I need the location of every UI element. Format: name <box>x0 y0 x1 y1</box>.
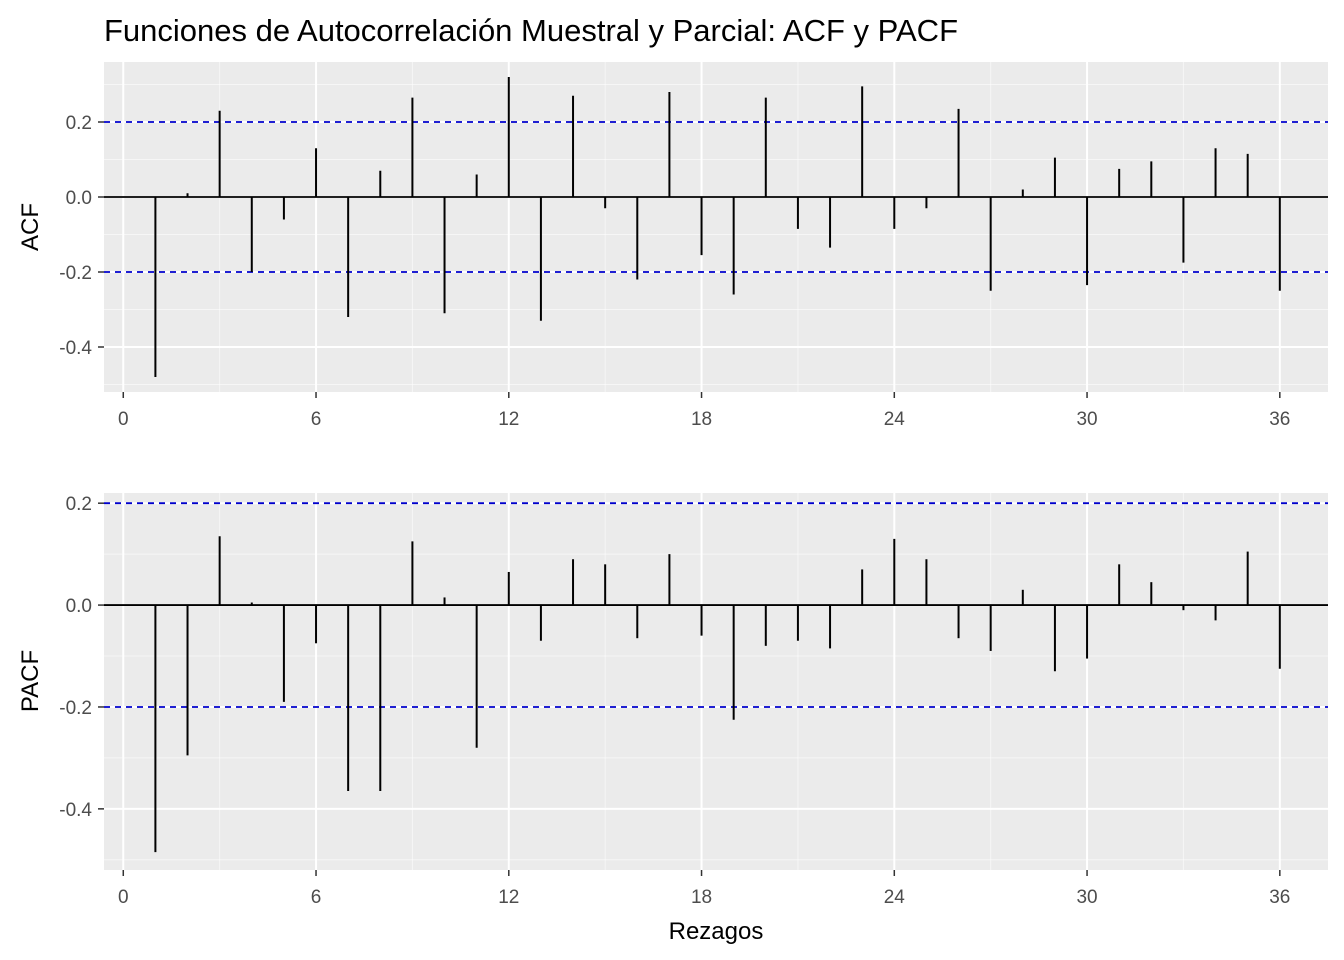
chart-title: Funciones de Autocorrelación Muestral y … <box>104 13 958 48</box>
x-tick-label: 12 <box>498 887 519 908</box>
x-tick-label: 36 <box>1269 409 1290 430</box>
x-tick-label: 30 <box>1076 887 1097 908</box>
y-tick-label: -0.2 <box>59 698 92 719</box>
x-tick-label: 18 <box>691 887 712 908</box>
y-tick-label: 0.2 <box>66 494 92 515</box>
panel-background <box>104 493 1328 870</box>
y-tick-label: 0.0 <box>66 188 92 209</box>
y-tick-label: -0.2 <box>59 263 92 284</box>
x-axis-title: Rezagos <box>669 918 764 945</box>
y-tick-label: 0.0 <box>66 596 92 617</box>
y-tick-label: -0.4 <box>59 800 92 821</box>
y-axis-title: PACF <box>17 650 44 712</box>
x-tick-label: 24 <box>884 409 906 430</box>
x-tick-label: 6 <box>311 887 322 908</box>
x-tick-label: 0 <box>118 409 129 430</box>
panel-background <box>104 62 1328 392</box>
x-tick-label: 30 <box>1076 409 1097 430</box>
x-tick-label: 0 <box>118 887 129 908</box>
acf-panel: 0.2 0.0 -0.2 -0.4 0 6 12 18 24 30 36 ACF <box>17 62 1328 430</box>
x-tick-label: 24 <box>884 887 906 908</box>
y-tick-label: -0.4 <box>59 338 92 359</box>
pacf-panel: 0.2 0.0 -0.2 -0.4 0 6 12 18 24 30 36 PACF <box>17 493 1328 908</box>
x-tick-label: 12 <box>498 409 519 430</box>
x-tick-label: 6 <box>311 409 322 430</box>
x-tick-label: 18 <box>691 409 712 430</box>
y-axis-title: ACF <box>17 203 44 251</box>
y-tick-label: 0.2 <box>66 113 92 134</box>
x-tick-label: 36 <box>1269 887 1290 908</box>
